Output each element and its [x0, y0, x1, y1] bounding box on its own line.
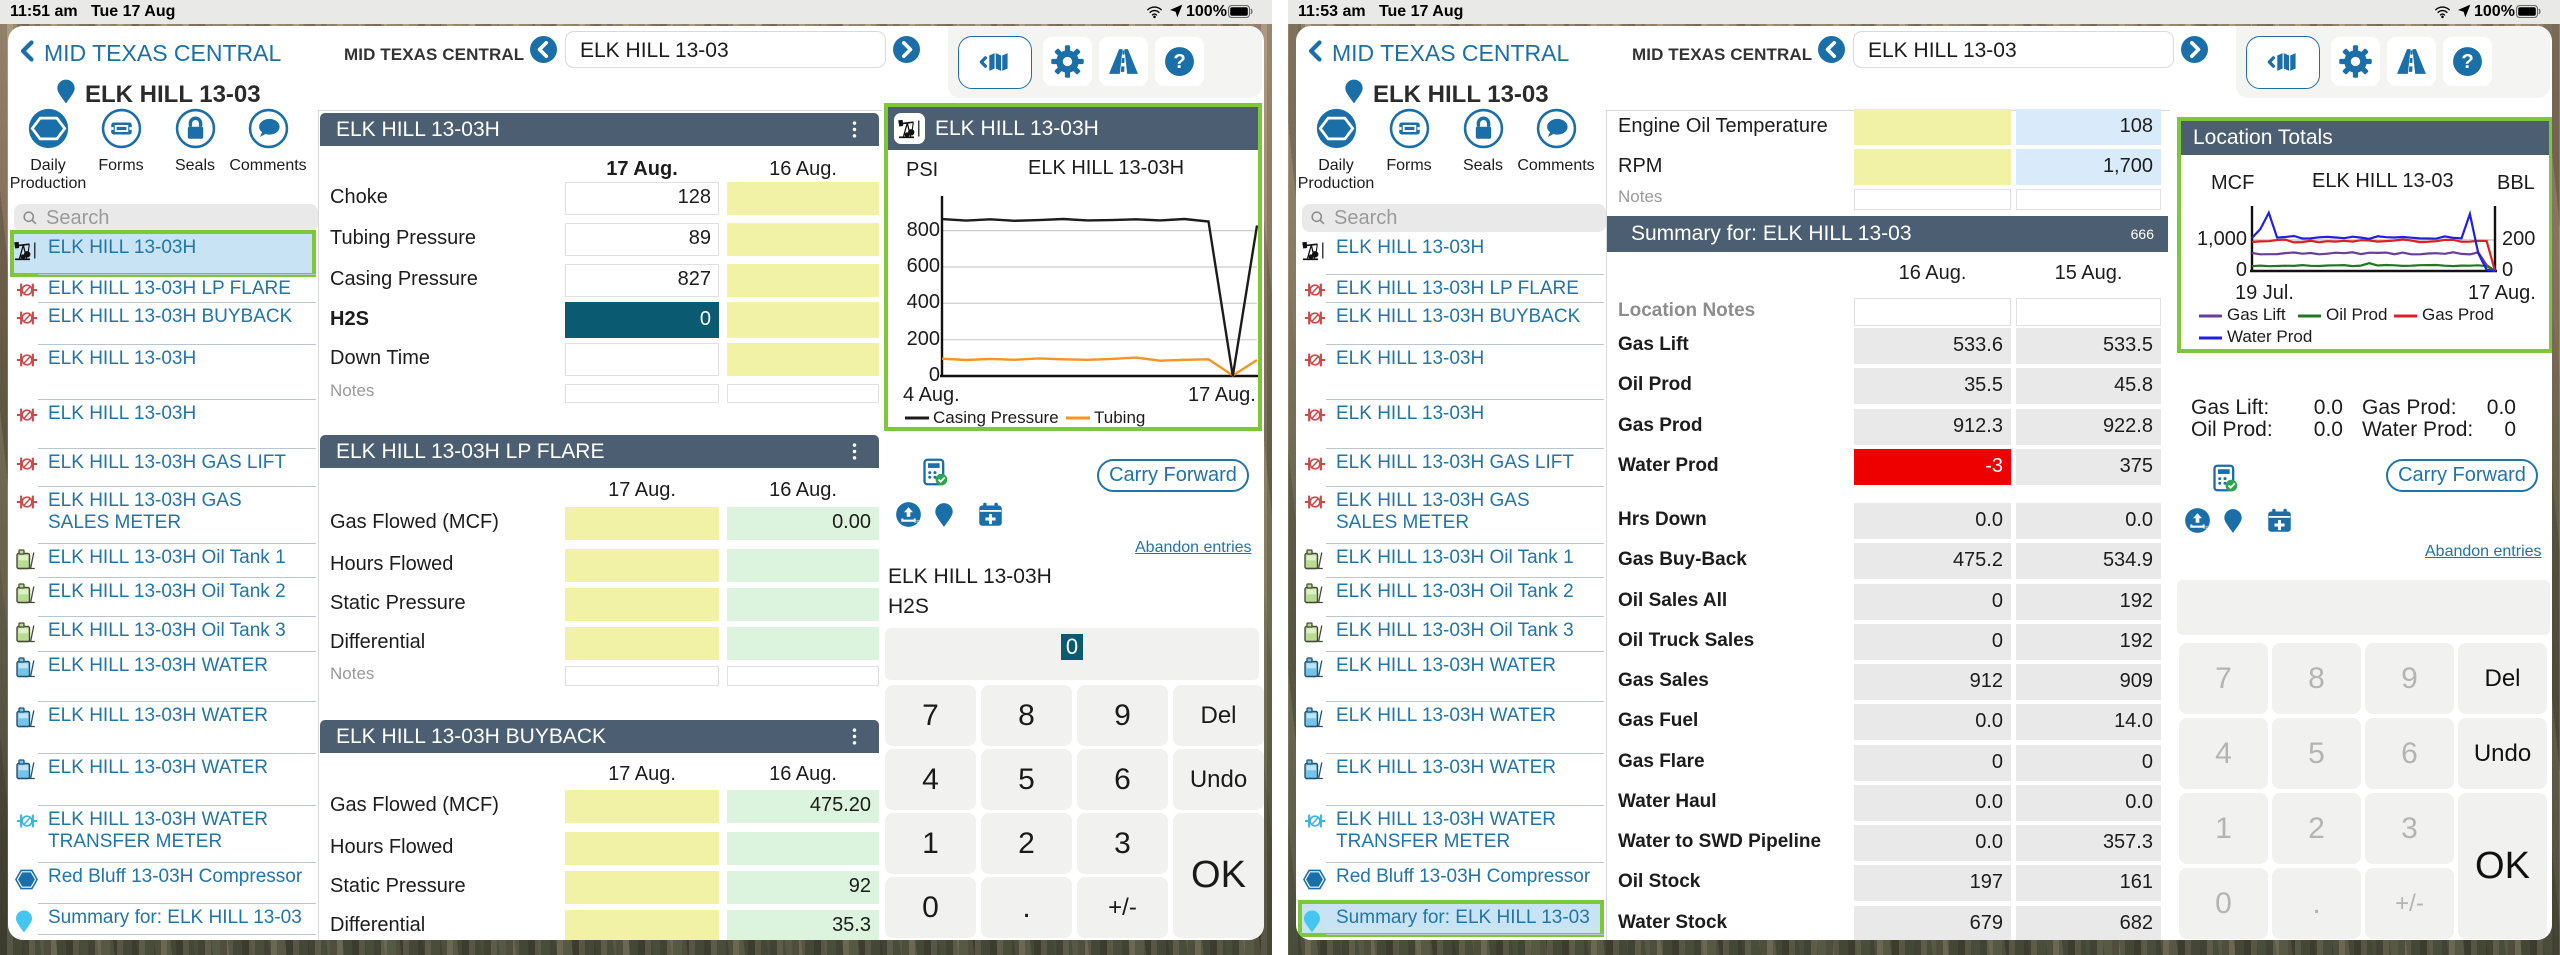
svg-text:cc: cc: [2203, 525, 2209, 531]
svg-text:?: ?: [1173, 50, 1186, 73]
svg-text:cc: cc: [914, 519, 920, 525]
svg-text:?: ?: [2461, 50, 2474, 73]
